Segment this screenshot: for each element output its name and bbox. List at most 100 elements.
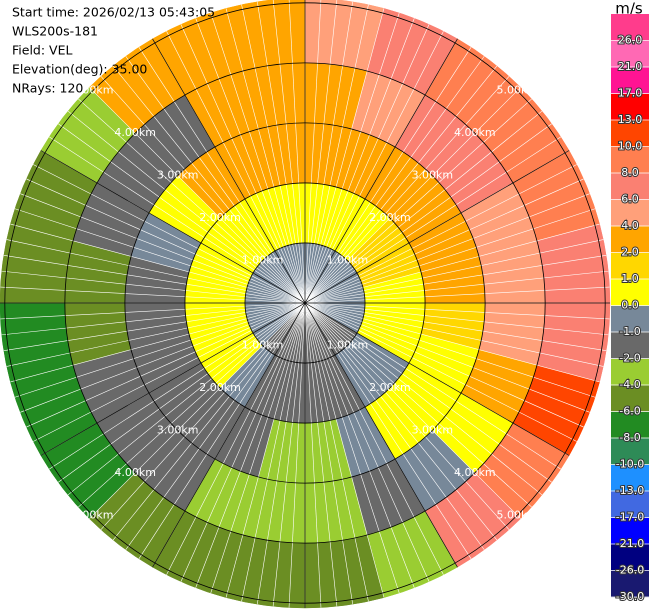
range-label: 5.00km [496,508,538,521]
colorbar-bin [611,40,649,68]
colorbar-bin [611,252,649,280]
colorbar-bin [611,385,649,412]
header-line: Field: VEL [12,43,72,58]
ray-edge [166,302,306,575]
range-label: 3.00km [412,423,454,436]
spoke [40,302,306,456]
ray-edge [125,56,306,304]
colorbar-bin [611,279,649,306]
range-label: 3.00km [157,423,199,436]
ray-edge [304,302,561,470]
ray-edge [138,47,306,304]
ray-edge [304,302,369,602]
colorbar-bin [611,226,649,253]
colorbar-tick-label: 8.0 [621,166,639,179]
colorbar-bin [611,544,649,571]
ray-edge [241,4,306,304]
colorbar-tick-label: 0.0 [621,299,639,312]
colorbar-bin [611,464,649,492]
ray-edge [0,302,306,320]
colorbar-bin [611,517,649,545]
ray-edge [304,0,338,304]
ray-edge [304,302,577,442]
range-label: 4.00km [114,126,156,139]
ray-edge [304,136,561,304]
ray-edge [180,302,306,582]
ray-edge [20,302,306,413]
ray-edge [304,302,354,605]
ray-edge [304,302,485,550]
ray-edge [304,302,607,352]
ray-edge [26,178,306,304]
header-line: NRays: 120 [12,81,83,96]
ray-edge [304,302,590,413]
colorbar-bin [611,491,649,518]
colorbar-bin [611,93,649,121]
ray-edge [58,123,306,304]
ray-edge [112,65,306,304]
colorbar-bin [611,411,649,439]
colorbar-bin [611,438,649,465]
ray-edge [166,31,306,304]
colorbar-tick-label: 2.0 [621,246,639,259]
ray-edge [304,302,584,428]
colorbar-bin [611,570,649,598]
colorbar-tick-label: 4.0 [621,219,639,232]
colorbar-tick-label: -2.0 [619,352,640,365]
ray-edge [67,110,306,304]
ray-edge [10,302,306,383]
ray-edge [26,302,306,428]
ray-edge [304,302,596,398]
ray-edge [304,76,510,304]
colorbar-tick-label: 6.0 [621,193,639,206]
ray-edge [304,4,369,304]
ray-edge [100,76,306,304]
ray-edge [304,254,607,304]
colorbar-tick-label: -13.0 [616,484,644,497]
colorbar-tick-label: -17.0 [616,511,644,524]
ray-edge [304,110,543,304]
ray-edge [180,24,306,304]
range-label: 2.00km [369,381,411,394]
range-label: 1.00km [242,338,284,351]
ray-edge [14,302,306,398]
ray-edge [304,223,600,304]
ray-edge [112,302,306,541]
ray-edge [256,1,306,304]
range-ring [244,242,366,364]
ray-edge [304,47,472,304]
ray-edge [304,302,552,483]
ray-edge [304,208,596,304]
colorbar-tick-label: -1.0 [619,325,640,338]
ray-edge [304,193,590,304]
spoke [152,302,306,568]
ray-edge [304,178,584,304]
colorbar-tick-label: 1.0 [621,272,639,285]
range-label: 3.00km [157,169,199,182]
spoke [152,38,306,304]
colorbar-bin [611,358,649,386]
range-label: 1.00km [242,254,284,267]
ray-edge [6,302,306,367]
ray-edge [288,302,306,608]
range-label: 4.00km [454,126,496,139]
range-label: 2.00km [199,211,241,224]
ray-edge [78,302,306,508]
spoke [304,38,458,304]
range-ring [4,2,606,604]
ray-edge [304,12,400,304]
ray-edge [304,87,521,304]
ray-edge [58,302,306,483]
ray-edge [288,0,306,304]
range-ring [64,62,546,544]
ray-edge [304,302,415,588]
ray-edge [195,18,306,304]
ray-edge [304,123,552,304]
header: Start time: 2026/02/13 05:43:05 WLS200s-1… [12,5,215,96]
ray-edge [67,302,306,496]
range-ring [124,122,486,484]
ray-edge [304,0,322,304]
colorbar-bin [611,305,649,333]
range-label: 3.00km [412,169,454,182]
ray-edge [89,87,306,304]
